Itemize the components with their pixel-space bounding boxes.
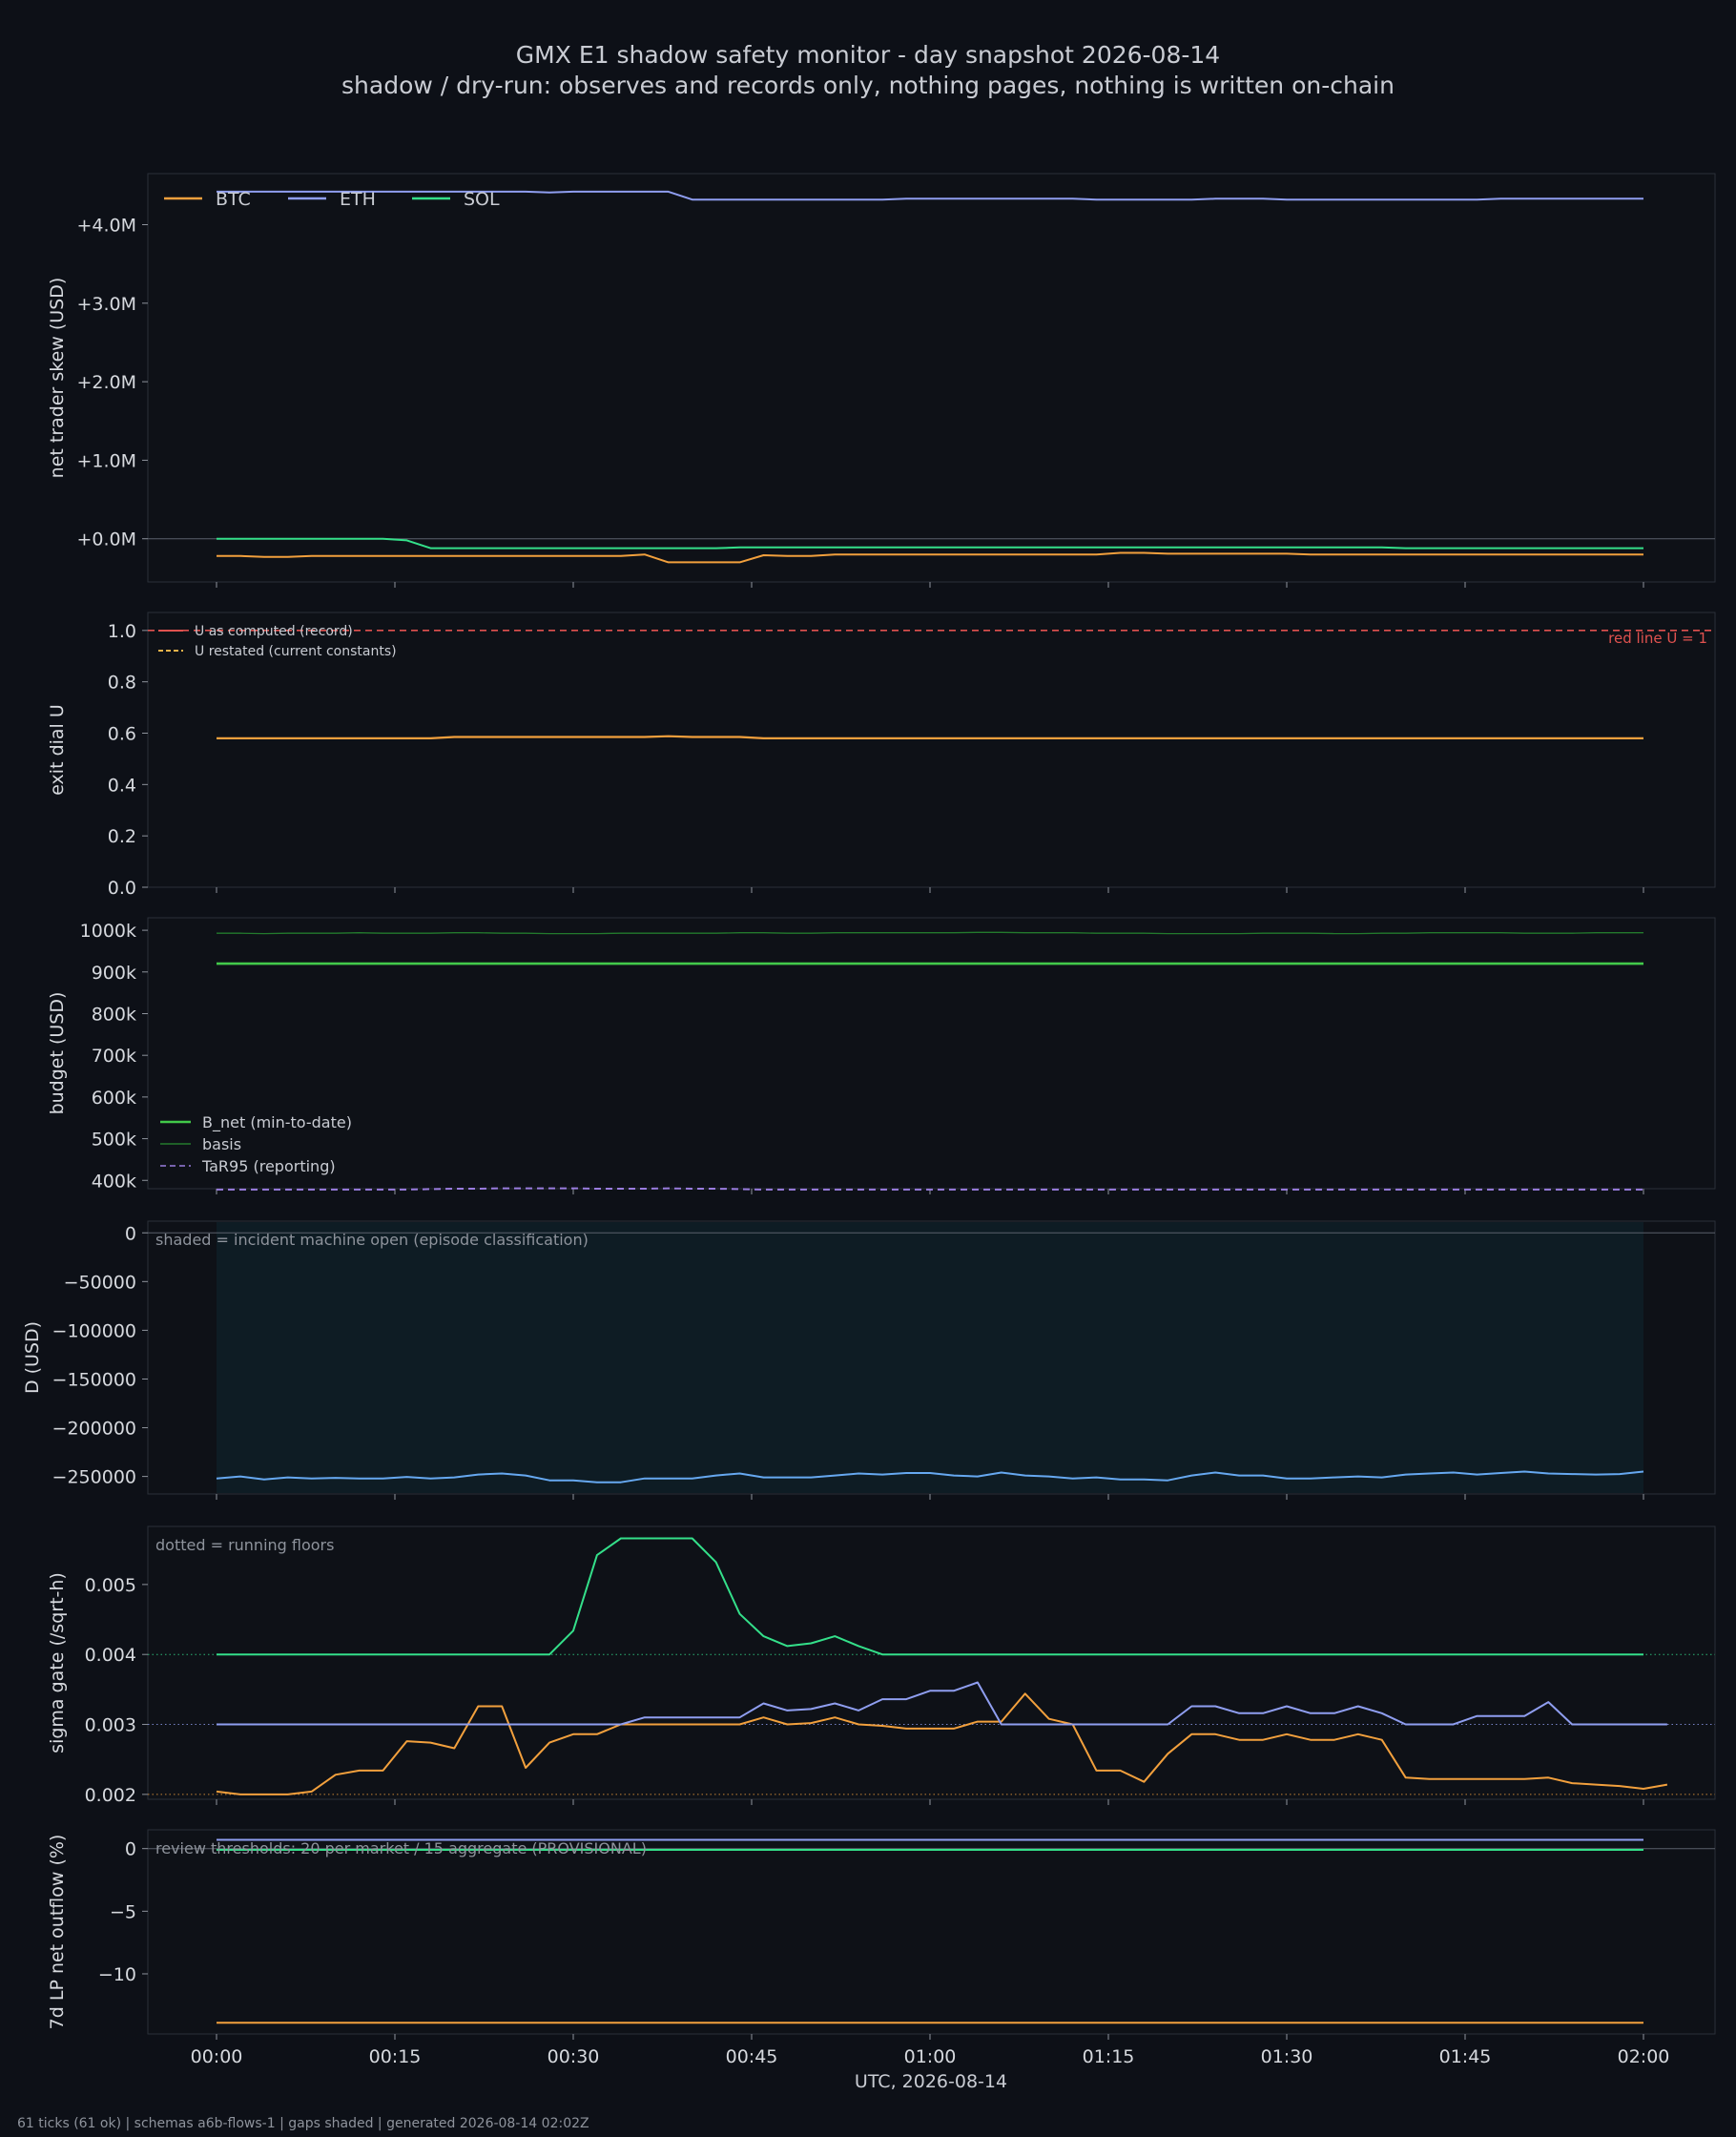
series-eth bbox=[217, 190, 1643, 201]
y-tick-label: 0.2 bbox=[108, 826, 136, 847]
chart-panels: +0.0M +1.0M +2.0M +3.0M +4.0M net trader skew… bbox=[22, 173, 1716, 2067]
y-tick-label: +0.0M bbox=[76, 529, 136, 550]
panel-budget: 400k 500k 600k 700k 800k 900k 1000k budget (USD… bbox=[47, 917, 1716, 1194]
legend-label: B_net (min-to-date) bbox=[202, 1113, 352, 1132]
legend-label: TaR95 (reporting) bbox=[201, 1157, 336, 1175]
panel-note: dotted = running floors bbox=[155, 1536, 334, 1554]
y-tick-label: 0.6 bbox=[108, 724, 136, 745]
y-tick-label: 900k bbox=[92, 963, 136, 984]
y-tick-label: −200000 bbox=[52, 1419, 136, 1440]
x-tick-label: 00:00 bbox=[191, 2046, 243, 2067]
y-tick-label: 0.002 bbox=[85, 1785, 136, 1806]
y-tick-label: 500k bbox=[92, 1130, 136, 1151]
legend-label: ETH bbox=[340, 189, 376, 210]
series-tar95-reporting- bbox=[217, 1187, 1643, 1191]
x-tick-label: 01:00 bbox=[904, 2046, 957, 2067]
series-btc bbox=[217, 551, 1643, 564]
y-tick-label: 800k bbox=[92, 1004, 136, 1025]
y-tick-label: 0 bbox=[125, 1839, 136, 1860]
plot-area-budget bbox=[147, 917, 1716, 1190]
x-tick-label: 00:45 bbox=[726, 2046, 778, 2067]
y-tick-label: +2.0M bbox=[76, 372, 136, 393]
panel-deficit: 0 −50000 −100000 −150000 −200000 −250000 D (US… bbox=[22, 1220, 1716, 1500]
figure-title: GMX E1 shadow safety monitor - day snaps… bbox=[516, 41, 1220, 69]
y-tick-label: +4.0M bbox=[76, 216, 136, 237]
y-tick-label: −150000 bbox=[52, 1369, 136, 1390]
y-axis-label: 7d LP net outflow (%) bbox=[47, 1835, 68, 2030]
series-sol bbox=[217, 1537, 1643, 1656]
x-tick-label: 02:00 bbox=[1618, 2046, 1670, 2067]
y-tick-label: −50000 bbox=[64, 1272, 136, 1293]
y-axis-label: net trader skew (USD) bbox=[47, 278, 68, 479]
x-tick-label: 01:15 bbox=[1083, 2046, 1135, 2067]
incident-shaded-region bbox=[217, 1222, 1643, 1493]
x-tick-label: 01:45 bbox=[1439, 2046, 1492, 2067]
series-d bbox=[216, 1470, 1644, 1483]
panel-note: shaded = incident machine open (episode … bbox=[155, 1231, 589, 1249]
series-btc bbox=[216, 1692, 1668, 1795]
panel-outflow: 0 −5 −10 7d LP net outflow (%) 00:00 00:15 00:… bbox=[47, 1829, 1716, 2067]
y-tick-label: −5 bbox=[110, 1901, 136, 1922]
legend-label: basis bbox=[202, 1135, 241, 1153]
y-tick-label: 0.003 bbox=[85, 1715, 136, 1736]
y-tick-label: 400k bbox=[92, 1171, 136, 1192]
y-tick-label: −10 bbox=[98, 1964, 136, 1985]
figure-footer: 61 ticks (61 ok) | schemas a6b-flows-1 |… bbox=[17, 2116, 589, 2131]
legend-label: U as computed (record) bbox=[195, 624, 353, 639]
panel-note: review thresholds: 20 per market / 15 ag… bbox=[155, 1839, 647, 1857]
legend-label: SOL bbox=[464, 189, 500, 210]
series-basis bbox=[217, 931, 1643, 935]
y-tick-label: +1.0M bbox=[76, 450, 136, 471]
y-tick-label: −250000 bbox=[52, 1467, 136, 1488]
y-axis-label: sigma gate (/sqrt-h) bbox=[47, 1572, 68, 1753]
y-tick-label: 0.004 bbox=[85, 1645, 136, 1666]
plot-area-sigma bbox=[147, 1525, 1716, 1800]
y-tick-label: 600k bbox=[92, 1088, 136, 1109]
red-line-label: red line U = 1 bbox=[1608, 630, 1707, 647]
panel-sigma: 0.002 0.003 0.004 0.005 sigma gate (/sqrt-h)… bbox=[47, 1525, 1716, 1806]
legend-label: BTC bbox=[216, 189, 251, 210]
legend-label: U restated (current constants) bbox=[195, 644, 397, 659]
y-axis-label: exit dial U bbox=[47, 704, 68, 796]
plot-area-outflow bbox=[147, 1829, 1716, 2035]
figure-subtitle: shadow / dry-run: observes and records o… bbox=[341, 72, 1395, 99]
series-sol bbox=[217, 537, 1643, 550]
panel-exit: 0.0 0.2 0.4 0.6 0.8 1.0 exit dial U red line U … bbox=[47, 612, 1716, 899]
y-tick-label: 0.8 bbox=[108, 673, 136, 694]
plot-area-exit bbox=[147, 612, 1716, 888]
y-tick-label: 1000k bbox=[80, 921, 136, 942]
y-axis-label: budget (USD) bbox=[47, 992, 68, 1115]
y-axis-label: D (USD) bbox=[22, 1321, 43, 1394]
y-tick-label: +3.0M bbox=[76, 294, 136, 315]
plot-area-skew bbox=[147, 173, 1716, 583]
series-exit-dial-u bbox=[217, 735, 1643, 739]
x-axis-label: UTC, 2026-08-14 bbox=[855, 2071, 1007, 2092]
y-tick-label: −100000 bbox=[52, 1320, 136, 1341]
x-tick-label: 01:30 bbox=[1261, 2046, 1313, 2067]
y-tick-label: 700k bbox=[92, 1046, 136, 1067]
y-tick-label: 0.005 bbox=[85, 1575, 136, 1596]
series-eth bbox=[217, 1681, 1667, 1726]
y-tick-label: 0 bbox=[125, 1223, 136, 1244]
y-tick-label: 0.0 bbox=[108, 878, 136, 899]
panel-skew: +0.0M +1.0M +2.0M +3.0M +4.0M net trader skew… bbox=[47, 173, 1716, 588]
y-tick-label: 0.4 bbox=[108, 775, 136, 796]
x-tick-label: 00:30 bbox=[548, 2046, 600, 2067]
x-tick-label: 00:15 bbox=[369, 2046, 422, 2067]
y-tick-label: 1.0 bbox=[108, 621, 136, 642]
